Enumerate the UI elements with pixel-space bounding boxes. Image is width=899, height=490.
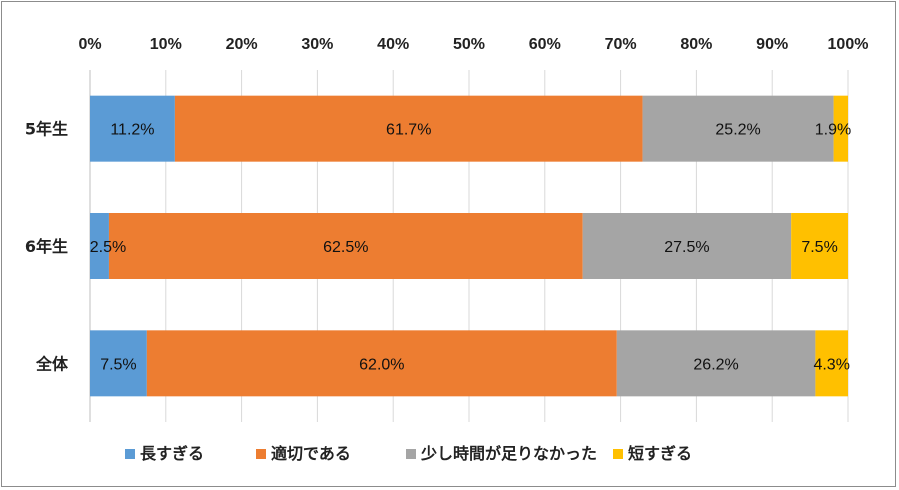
data-labels: 11.2% 61.7% 25.2% 1.9% 2.5% 62.5% 27.5% 7.5% 7.5… <box>90 122 851 374</box>
bar-segment <box>146 330 617 397</box>
bar-segment <box>90 95 175 162</box>
legend-label: 長すぎる <box>140 444 204 463</box>
x-tick-label: 20% <box>226 36 258 53</box>
category-label: 5年生 <box>25 120 68 139</box>
bar-segment <box>791 213 848 279</box>
bar-segment <box>90 213 109 279</box>
data-label: 7.5% <box>100 356 136 373</box>
x-tick-label: 90% <box>756 36 788 53</box>
data-label: 4.3% <box>813 356 849 373</box>
data-label: 62.0% <box>359 356 404 373</box>
bar-segment <box>616 330 816 397</box>
legend-swatch <box>256 449 266 459</box>
legend-label: 少し時間が足りなかった <box>420 444 597 463</box>
legend-swatch <box>406 449 416 459</box>
category-label: 全体 <box>35 354 69 373</box>
data-label: 27.5% <box>664 239 709 256</box>
data-label: 1.9% <box>815 122 851 139</box>
x-tick-label: 80% <box>680 36 712 53</box>
legend-label: 適切である <box>271 444 351 463</box>
bar-segment <box>833 95 848 162</box>
legend-swatch <box>125 449 135 459</box>
bar-segment <box>815 330 848 397</box>
bar-segment <box>108 213 583 279</box>
x-tick-label: 10% <box>150 36 182 53</box>
x-tick-label: 30% <box>301 36 333 53</box>
data-label: 11.2% <box>110 122 154 139</box>
data-label: 26.2% <box>693 356 738 373</box>
x-tick-label: 100% <box>828 36 869 53</box>
bar-segment <box>582 213 792 279</box>
category-label: 6年生 <box>25 237 68 256</box>
bar-segment <box>90 330 147 397</box>
legend-label: 短すぎる <box>628 444 692 463</box>
x-tick-label: 0% <box>78 36 101 53</box>
data-label: 61.7% <box>386 122 431 139</box>
legend: 長すぎる 適切である 少し時間が足りなかった 短すぎる <box>125 444 692 463</box>
data-label: 7.5% <box>801 239 837 256</box>
bar-segment <box>642 95 834 162</box>
bar-segment <box>174 95 643 162</box>
legend-swatch <box>613 449 623 459</box>
bars <box>90 95 848 397</box>
x-tick-label: 50% <box>453 36 485 53</box>
x-tick-label: 70% <box>605 36 637 53</box>
data-label: 62.5% <box>323 239 368 256</box>
x-tick-label: 40% <box>377 36 409 53</box>
data-label: 25.2% <box>715 122 760 139</box>
x-axis-ticks: 0% 10% 20% 30% 40% 50% 60% 70% 80% 90% 100% <box>78 36 868 53</box>
data-label: 2.5% <box>90 239 126 256</box>
x-tick-label: 60% <box>529 36 561 53</box>
